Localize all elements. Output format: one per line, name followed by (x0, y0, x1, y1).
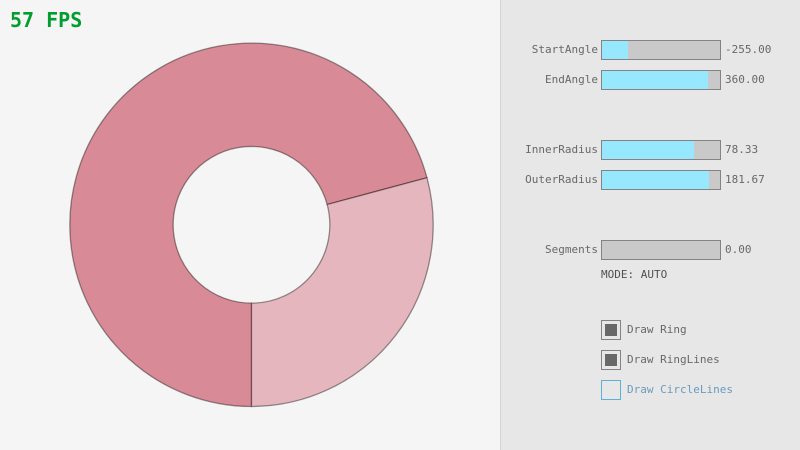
slider-startangle[interactable] (601, 40, 721, 60)
checkbox-draw-ringlines[interactable]: Draw RingLines (601, 350, 720, 370)
slider-fill-endangle (602, 71, 709, 89)
slider-row-innerradius: InnerRadius 78.33 (501, 140, 800, 160)
slider-label-innerradius: InnerRadius (525, 143, 598, 156)
checkbox-box-draw-circlelines[interactable] (601, 380, 621, 400)
slider-fill-innerradius (602, 141, 695, 159)
checkbox-draw-circlelines[interactable]: Draw CircleLines (601, 380, 733, 400)
slider-value-segments: 0.00 (725, 243, 752, 256)
slider-endangle[interactable] (601, 70, 721, 90)
slider-label-startangle: StartAngle (531, 43, 598, 56)
check-mark-icon (605, 324, 617, 336)
ring-sector-single (250, 176, 434, 408)
slider-row-segments: Segments 0.00 (501, 240, 800, 260)
slider-label-segments: Segments (545, 243, 598, 256)
slider-row-outerradius: OuterRadius 181.67 (501, 170, 800, 190)
slider-innerradius[interactable] (601, 140, 721, 160)
checkbox-label-draw-ringlines: Draw RingLines (627, 353, 720, 366)
checkbox-label-draw-circlelines: Draw CircleLines (627, 383, 733, 396)
checkbox-draw-ring[interactable]: Draw Ring (601, 320, 687, 340)
control-panel: StartAngle -255.00 EndAngle 360.00 Inner… (500, 0, 800, 450)
slider-label-endangle: EndAngle (545, 73, 598, 86)
slider-value-endangle: 360.00 (725, 73, 765, 86)
slider-value-startangle: -255.00 (725, 43, 772, 56)
mode-label: MODE: AUTO (601, 268, 668, 281)
checkbox-box-draw-ring[interactable] (601, 320, 621, 340)
slider-outerradius[interactable] (601, 170, 721, 190)
slider-row-startangle: StartAngle -255.00 (501, 40, 800, 60)
checkbox-label-draw-ring: Draw Ring (627, 323, 687, 336)
check-mark-icon (605, 354, 617, 366)
checkbox-box-draw-ringlines[interactable] (601, 350, 621, 370)
slider-value-outerradius: 181.67 (725, 173, 765, 186)
slider-row-endangle: EndAngle 360.00 (501, 70, 800, 90)
slider-fill-outerradius (602, 171, 710, 189)
fps-counter: 57 FPS (10, 8, 83, 32)
slider-value-innerradius: 78.33 (725, 143, 759, 156)
slider-segments[interactable] (601, 240, 721, 260)
ring-sector-overlap (69, 42, 428, 408)
slider-fill-startangle (602, 41, 628, 59)
slider-label-outerradius: OuterRadius (525, 173, 598, 186)
